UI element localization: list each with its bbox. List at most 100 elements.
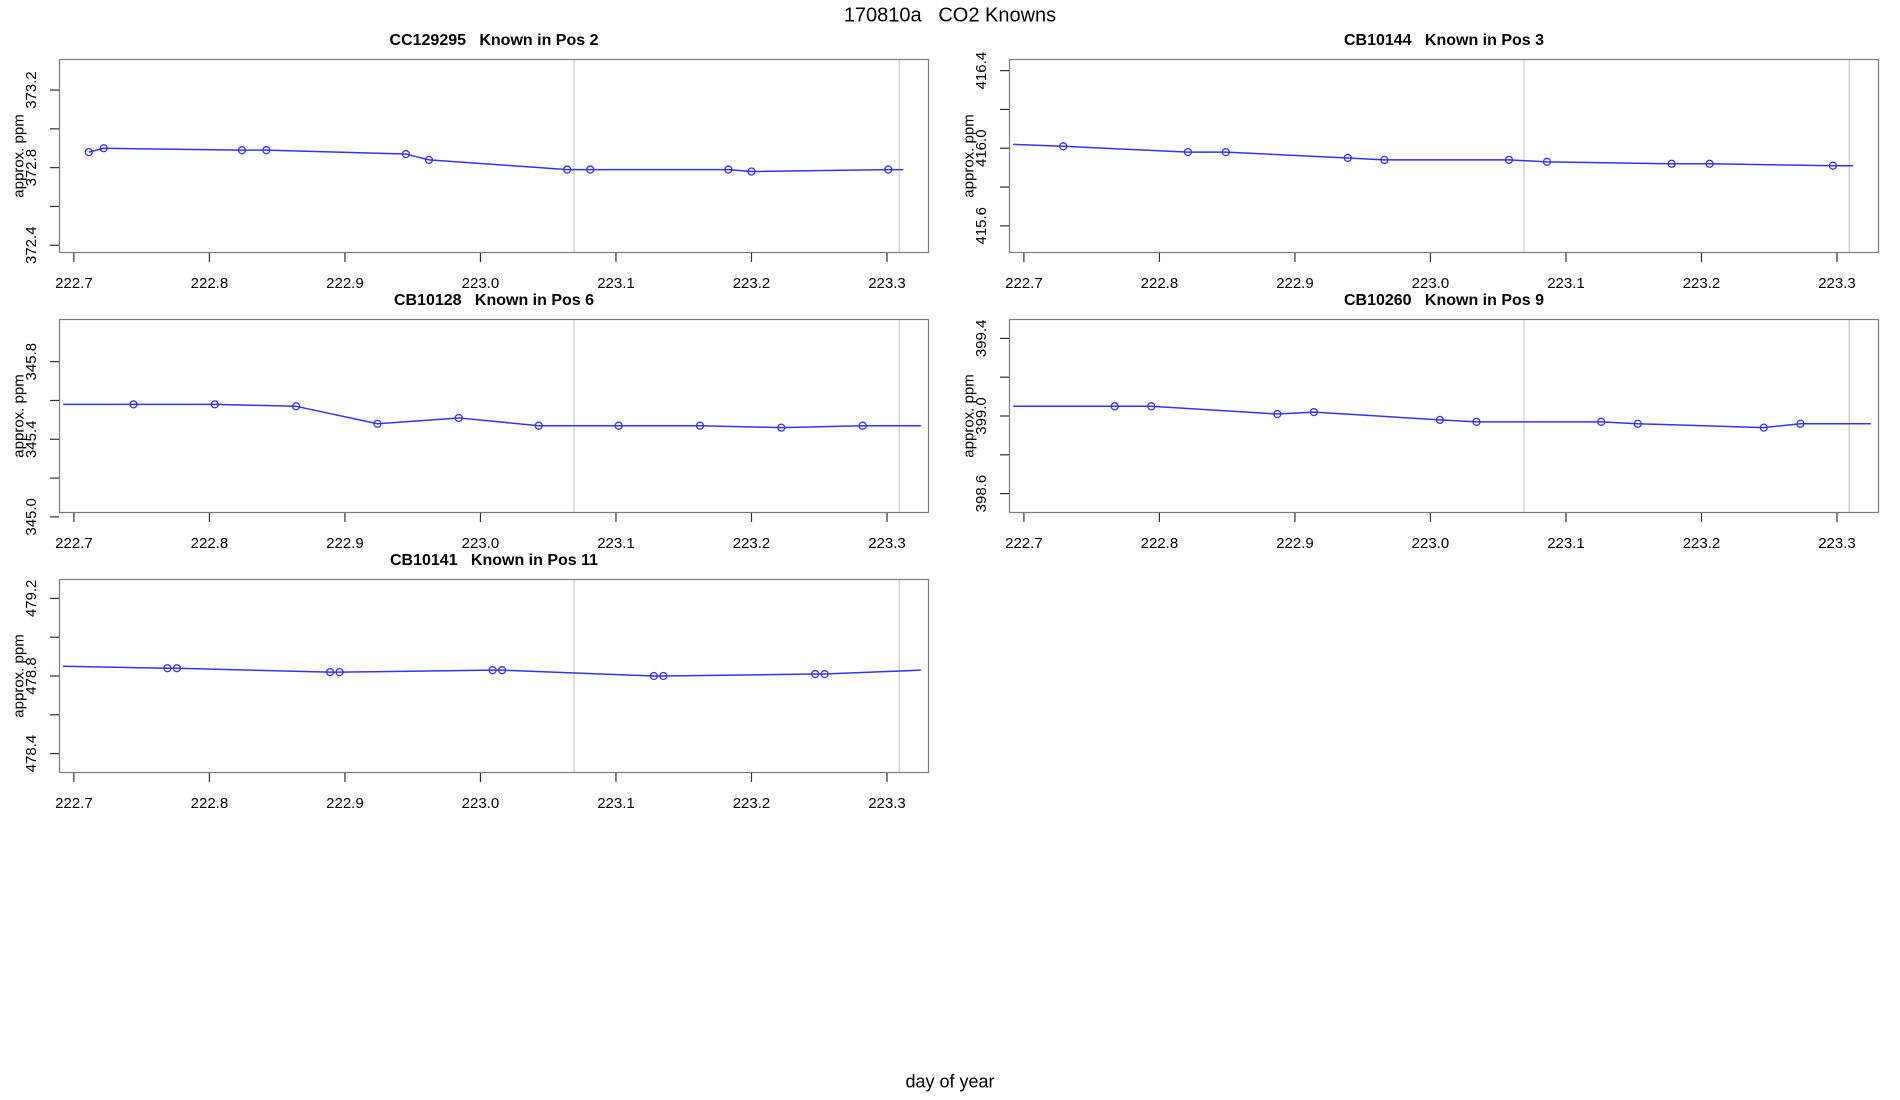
data-point (563, 165, 572, 174)
subplot-title: CC129295 Known in Pos 2 (389, 32, 599, 49)
x-tick-label: 223.0 (462, 535, 500, 552)
y-tick-label: 416.4 (973, 52, 990, 90)
data-point (614, 421, 623, 430)
data-point (1633, 419, 1642, 428)
x-tick-label: 223.2 (1683, 275, 1721, 292)
data-point (534, 421, 543, 430)
x-tick-label: 222.8 (1141, 535, 1179, 552)
data-point (858, 421, 867, 430)
x-tick-label: 223.0 (462, 795, 500, 812)
plot-canvas: 222.7 222.8 222.9 223.0 223.1 223.2 223.3 345.0… (23, 318, 930, 552)
data-point (884, 165, 893, 174)
subplot-title: CB10260 Known in Pos 9 (1343, 292, 1545, 309)
data-point (129, 400, 138, 409)
data-point (1183, 147, 1193, 157)
data-point (811, 669, 820, 679)
data-point (649, 671, 659, 681)
data-point (237, 146, 247, 155)
y-tick-label: 399.4 (973, 320, 990, 358)
plot-canvas: 222.7 222.8 222.9 223.0 223.1 223.2 223.3 415.6… (973, 52, 1880, 292)
y-tick-label: 479.2 (23, 580, 40, 618)
data-point (172, 664, 182, 673)
data-point (1380, 155, 1389, 165)
data-point (1343, 153, 1352, 163)
x-tick-label: 223.1 (1547, 535, 1585, 552)
plot-box (58, 578, 930, 774)
x-tick-label: 223.2 (733, 535, 771, 552)
y-tick-label: 372.8 (23, 149, 40, 187)
data-point (84, 147, 93, 157)
x-tick-label: 223.3 (1818, 275, 1856, 292)
x-tick-label: 223.2 (733, 275, 771, 292)
x-axis-label: day of year (905, 1071, 995, 1092)
plot-box (58, 318, 930, 514)
plot-cc129295-pos2: CC129295 Known in Pos 2 approx. ppm 222.… (11, 32, 930, 292)
data-point (1705, 159, 1714, 168)
subplot-title: CB10144 Known in Pos 3 (1343, 32, 1545, 49)
x-tick-label: 222.7 (55, 535, 93, 552)
x-tick-label: 222.8 (191, 535, 229, 552)
data-point (291, 402, 301, 411)
plot-canvas: 222.7 222.8 222.9 223.0 223.1 223.2 223.3 478.4… (23, 578, 930, 812)
data-point (488, 666, 497, 675)
x-tick-label: 223.1 (1547, 275, 1585, 292)
x-tick-label: 222.7 (55, 275, 93, 292)
y-tick-label: 416.0 (973, 129, 990, 167)
data-point (586, 165, 595, 174)
data-point (1759, 423, 1768, 432)
data-point (1110, 402, 1119, 411)
x-tick-label: 222.9 (1276, 535, 1314, 552)
data-point (335, 667, 344, 677)
subplot-title: CB10128 Known in Pos 6 (393, 292, 595, 309)
y-tick-label: 373.2 (23, 71, 40, 109)
x-tick-label: 223.3 (868, 535, 906, 552)
data-point (1828, 161, 1838, 170)
data-point (497, 666, 507, 675)
data-point (1504, 155, 1514, 165)
x-tick-label: 222.9 (326, 275, 364, 292)
data-point (724, 165, 733, 174)
data-point (262, 146, 271, 155)
x-tick-label: 223.2 (1683, 535, 1721, 552)
data-point (424, 155, 434, 165)
x-tick-label: 223.1 (597, 535, 635, 552)
data-point (454, 413, 463, 423)
x-tick-label: 222.8 (1141, 275, 1179, 292)
y-tick-label: 398.6 (973, 475, 990, 513)
data-line (1013, 405, 1871, 429)
x-tick-label: 222.7 (1005, 535, 1043, 552)
x-tick-label: 223.3 (1818, 535, 1856, 552)
x-tick-label: 222.8 (191, 275, 229, 292)
x-tick-label: 222.9 (1276, 275, 1314, 292)
y-tick-label: 399.0 (973, 397, 990, 435)
data-point (373, 419, 382, 428)
data-point (747, 167, 756, 176)
data-point (1435, 415, 1445, 425)
y-tick-label: 345.4 (23, 421, 40, 459)
y-tick-label: 478.4 (23, 735, 40, 773)
plot-canvas: 222.7 222.8 222.9 223.0 223.1 223.2 223.3 372.4… (23, 58, 930, 292)
x-tick-label: 223.1 (597, 275, 635, 292)
plot-cb10144-pos3: CB10144 Known in Pos 3 approx. ppm 222.7… (961, 32, 1880, 292)
x-tick-label: 223.0 (1412, 535, 1450, 552)
y-tick-label: 415.6 (973, 207, 990, 245)
data-point (1542, 157, 1552, 166)
data-point (1796, 419, 1805, 428)
x-tick-label: 223.0 (462, 275, 500, 292)
data-point (659, 671, 668, 681)
subplot-title: CB10141 Known in Pos 11 (389, 552, 599, 569)
x-tick-label: 222.9 (326, 535, 364, 552)
plot-cb10128-pos6: CB10128 Known in Pos 6 approx. ppm 222.7… (11, 292, 930, 552)
x-tick-label: 223.0 (1412, 275, 1450, 292)
x-tick-label: 223.2 (733, 795, 771, 812)
y-tick-label: 372.4 (23, 226, 40, 264)
data-line (1013, 143, 1854, 167)
data-line (63, 403, 921, 429)
data-point (820, 669, 829, 679)
data-point (1147, 402, 1156, 411)
data-point (1221, 147, 1230, 157)
x-tick-label: 223.3 (868, 795, 906, 812)
figure-title: 170810a CO2 Knowns (843, 4, 1057, 27)
data-line (88, 147, 904, 173)
data-point (1309, 407, 1319, 417)
